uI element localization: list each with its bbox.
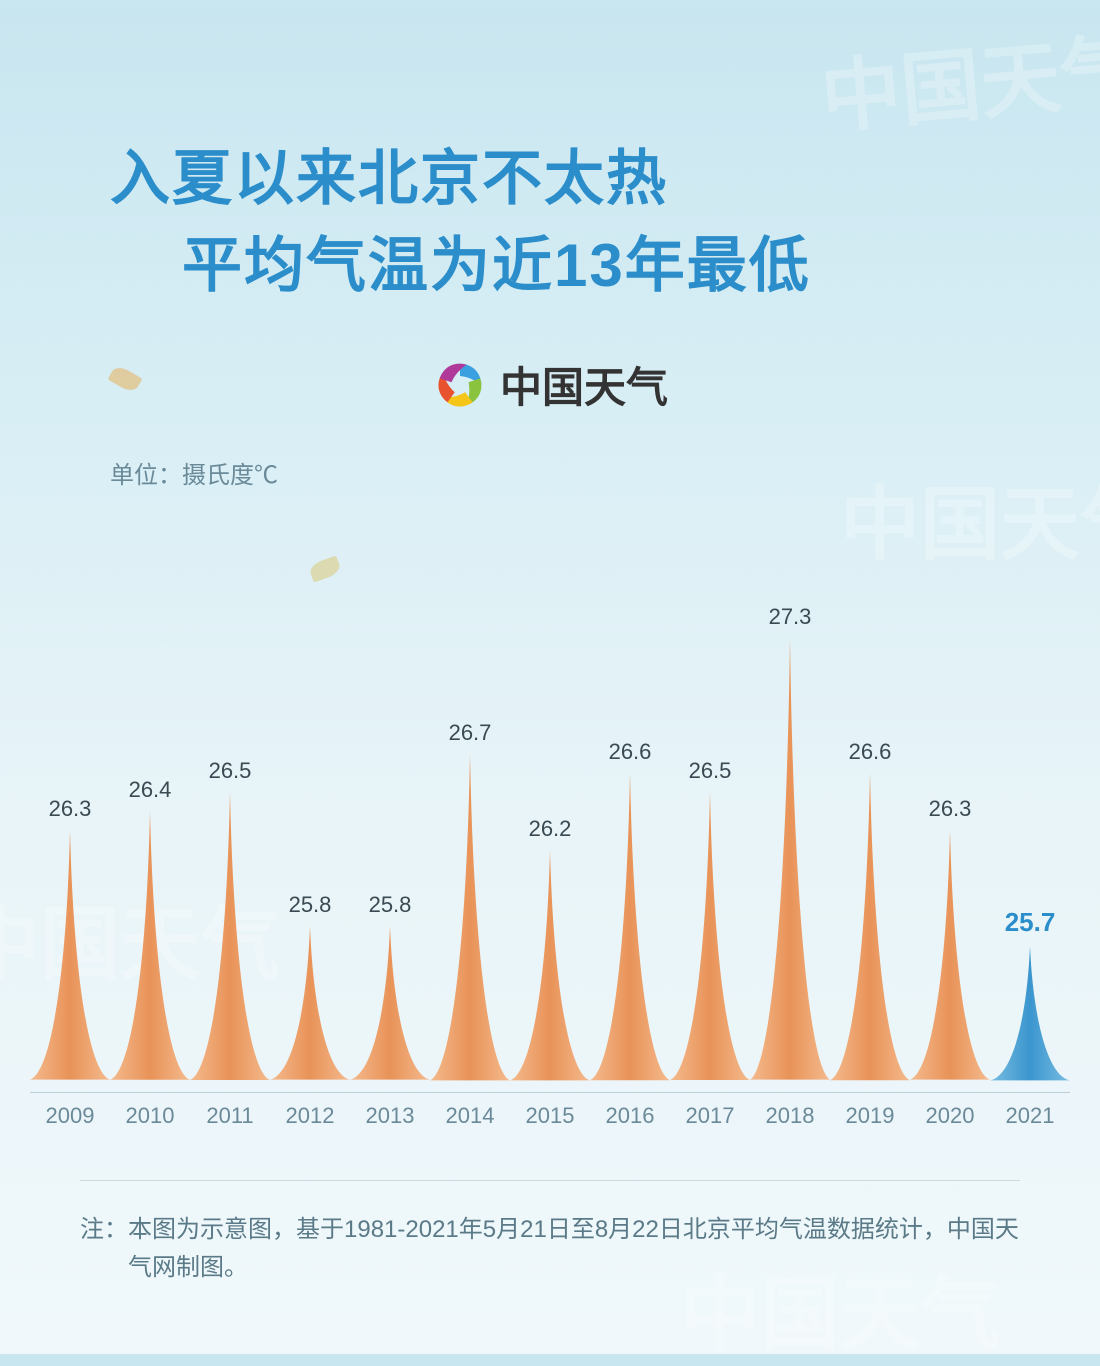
chart-axis-label: 2010 bbox=[110, 1103, 190, 1122]
chart-value-label: 26.5 bbox=[209, 758, 252, 784]
chart-spike: 25.8 bbox=[350, 560, 430, 1080]
chart-value-label: 26.6 bbox=[609, 739, 652, 765]
temperature-chart: 26.3 26.4 26.5 25.8 bbox=[30, 510, 1070, 1130]
chart-axis-label: 2009 bbox=[30, 1103, 110, 1122]
chart-value-label: 26.3 bbox=[929, 796, 972, 822]
footnote-body: 本图为示意图，基于1981-2021年5月21日至8月22日北京平均气温数据统计… bbox=[128, 1211, 1020, 1288]
chart-axis-label: 2015 bbox=[510, 1103, 590, 1122]
chart-axis-label: 2012 bbox=[270, 1103, 350, 1122]
chart-value-label: 26.3 bbox=[49, 796, 92, 822]
chart-spike: 26.6 bbox=[830, 560, 910, 1080]
chart-spike: 27.3 bbox=[750, 560, 830, 1080]
chart-axis-label: 2013 bbox=[350, 1103, 430, 1122]
chart-spike: 26.7 bbox=[430, 560, 510, 1080]
chart-value-label: 25.8 bbox=[369, 892, 412, 918]
logo-text: 中国天气 bbox=[500, 354, 668, 415]
chart-axis-label: 2018 bbox=[750, 1103, 830, 1122]
chart-value-label: 25.7 bbox=[1005, 907, 1056, 938]
chart-spike: 26.3 bbox=[910, 560, 990, 1080]
chart-spike: 26.3 bbox=[30, 560, 110, 1080]
chart-spike: 26.5 bbox=[670, 560, 750, 1080]
chart-axis-label: 2020 bbox=[910, 1103, 990, 1122]
swirl-logo-icon bbox=[432, 357, 488, 413]
footnote-prefix: 注： bbox=[80, 1211, 128, 1288]
chart-spike: 26.2 bbox=[510, 560, 590, 1080]
chart-axis-label: 2019 bbox=[830, 1103, 910, 1122]
chart-axis-label: 2014 bbox=[430, 1103, 510, 1122]
chart-spike: 26.5 bbox=[190, 560, 270, 1080]
chart-spike: 25.7 bbox=[990, 560, 1070, 1080]
chart-value-label: 26.6 bbox=[849, 739, 892, 765]
chart-spike: 26.4 bbox=[110, 560, 190, 1080]
unit-label: 单位：摄氏度℃ bbox=[110, 455, 1100, 490]
title-line-1: 入夏以来北京不太热 bbox=[110, 130, 1000, 217]
chart-value-label: 25.8 bbox=[289, 892, 332, 918]
chart-spike: 26.6 bbox=[590, 560, 670, 1080]
chart-value-label: 26.2 bbox=[529, 816, 572, 842]
chart-value-label: 26.5 bbox=[689, 758, 732, 784]
title-line-2: 平均气温为近13年最低 bbox=[182, 217, 1000, 304]
chart-value-label: 26.7 bbox=[449, 720, 492, 746]
chart-axis-label: 2021 bbox=[990, 1103, 1070, 1122]
chart-axis-label: 2016 bbox=[590, 1103, 670, 1122]
chart-spikes: 26.3 26.4 26.5 25.8 bbox=[30, 560, 1070, 1080]
chart-value-label: 27.3 bbox=[769, 604, 812, 630]
chart-axis-label: 2017 bbox=[670, 1103, 750, 1122]
chart-axis: 2009201020112012201320142015201620172018… bbox=[30, 1092, 1070, 1122]
logo-row: 中国天气 bbox=[0, 354, 1100, 415]
chart-axis-label: 2011 bbox=[190, 1103, 270, 1122]
page-title: 入夏以来北京不太热 平均气温为近13年最低 bbox=[0, 0, 1100, 304]
footnote: 注： 本图为示意图，基于1981-2021年5月21日至8月22日北京平均气温数… bbox=[80, 1180, 1020, 1288]
chart-value-label: 26.4 bbox=[129, 777, 172, 803]
chart-spike: 25.8 bbox=[270, 560, 350, 1080]
